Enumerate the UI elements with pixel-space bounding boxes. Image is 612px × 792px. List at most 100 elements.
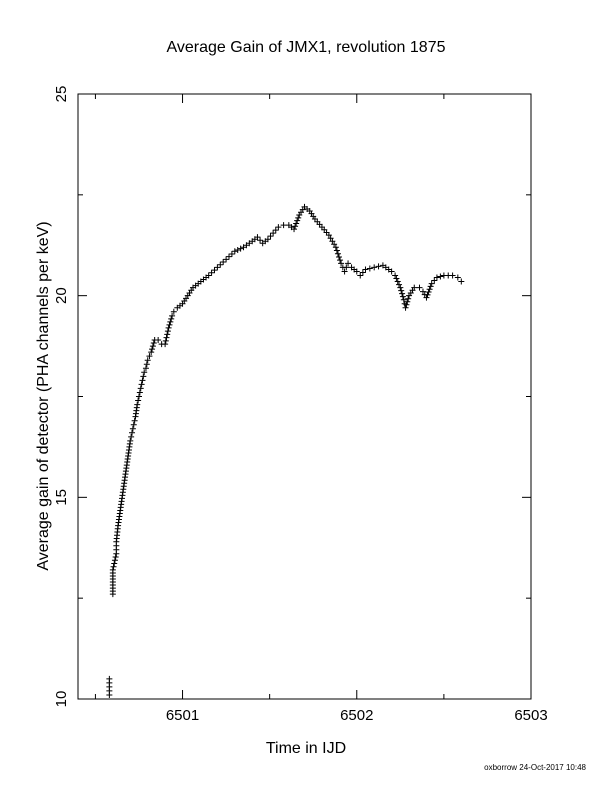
- data-point: [332, 244, 339, 251]
- y-tick-label: 10: [53, 691, 70, 708]
- data-point: [214, 264, 221, 271]
- data-point: [341, 268, 348, 275]
- data-point: [139, 377, 146, 384]
- data-point: [112, 554, 119, 561]
- data-point: [149, 346, 156, 353]
- data-point: [331, 241, 338, 248]
- data-point: [398, 287, 405, 294]
- data-point: [272, 227, 279, 234]
- data-point: [129, 429, 136, 436]
- data-point: [419, 288, 426, 295]
- data-point: [431, 277, 438, 284]
- x-tick-label: 6502: [340, 707, 373, 724]
- data-points: [106, 203, 465, 698]
- data-point: [345, 260, 352, 267]
- y-tick-label: 15: [53, 489, 70, 506]
- axis-tick-labels: 6501 6502 6503 10 15 20 25: [53, 86, 548, 724]
- data-point: [403, 301, 410, 308]
- data-point: [228, 250, 235, 257]
- data-point: [292, 223, 299, 230]
- data-point: [167, 318, 174, 325]
- y-tick-label: 25: [53, 86, 70, 103]
- data-point: [267, 233, 274, 240]
- data-point: [138, 381, 145, 388]
- data-point: [142, 365, 149, 372]
- data-point: [291, 226, 298, 233]
- data-point: [333, 247, 340, 254]
- data-point: [270, 230, 277, 237]
- data-point: [168, 315, 175, 322]
- data-point: [128, 433, 135, 440]
- data-point: [264, 236, 271, 243]
- data-point: [427, 283, 434, 290]
- data-point: [437, 273, 444, 280]
- data-point: [405, 295, 412, 302]
- data-point: [220, 259, 227, 266]
- x-axis-label: Time in IJD: [266, 740, 346, 757]
- data-point: [165, 324, 172, 331]
- x-tick-label: 6503: [514, 707, 547, 724]
- data-point: [375, 263, 382, 270]
- data-point: [111, 560, 118, 567]
- data-point: [295, 214, 302, 221]
- data-point: [280, 222, 287, 229]
- data-point: [111, 557, 118, 564]
- data-point: [237, 245, 244, 252]
- data-point: [423, 294, 430, 301]
- data-point: [366, 265, 373, 272]
- y-tick-label: 20: [53, 287, 70, 304]
- data-point: [148, 349, 155, 356]
- data-point: [205, 272, 212, 279]
- data-point: [294, 217, 301, 224]
- data-point: [394, 278, 401, 285]
- data-point: [393, 275, 400, 282]
- data-point: [211, 267, 218, 274]
- data-point: [141, 369, 148, 376]
- data-point: [396, 281, 403, 288]
- data-point: [257, 237, 264, 244]
- data-point: [135, 393, 142, 400]
- data-point: [169, 312, 176, 319]
- data-point: [392, 272, 399, 279]
- data-point: [411, 284, 418, 291]
- data-point: [426, 286, 433, 293]
- data-point: [137, 385, 144, 392]
- data-point: [223, 256, 230, 263]
- data-point: [146, 353, 153, 360]
- data-point: [399, 293, 406, 300]
- data-point: [140, 373, 147, 380]
- data-point: [399, 290, 406, 297]
- data-point: [129, 425, 136, 432]
- data-point: [458, 278, 465, 285]
- plot-frame: [77, 93, 532, 700]
- data-point: [353, 268, 360, 275]
- data-point: [109, 566, 116, 573]
- data-point: [454, 274, 461, 281]
- data-point: [293, 220, 300, 227]
- data-point: [337, 257, 344, 264]
- data-point: [400, 296, 407, 303]
- data-point: [131, 417, 138, 424]
- footer-stamp: oxborrow 24-Oct-2017 10:48: [484, 763, 586, 772]
- data-point: [325, 232, 332, 239]
- data-point: [155, 337, 162, 344]
- data-point: [424, 291, 431, 298]
- data-point: [150, 340, 157, 347]
- data-point: [149, 343, 156, 350]
- data-point: [170, 308, 177, 315]
- data-point: [388, 268, 395, 275]
- data-point: [335, 253, 342, 260]
- data-point: [217, 261, 224, 268]
- data-point: [143, 361, 150, 368]
- data-point: [334, 250, 341, 257]
- data-point: [134, 401, 141, 408]
- x-tick-label: 6501: [166, 707, 199, 724]
- data-point: [338, 260, 345, 267]
- data-point: [397, 284, 404, 291]
- data-point: [402, 304, 409, 311]
- data-point: [359, 269, 366, 276]
- data-point: [231, 248, 238, 255]
- data-point: [163, 334, 170, 341]
- data-point: [329, 238, 336, 245]
- axis-ticks: [78, 93, 532, 700]
